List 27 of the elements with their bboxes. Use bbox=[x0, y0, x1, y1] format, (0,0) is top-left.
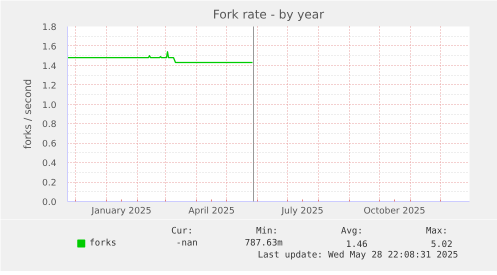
text: Cur: bbox=[171, 226, 193, 236]
text: Last update: Wed May 28 22:08:31 2025 bbox=[258, 250, 458, 260]
line-series bbox=[68, 51, 254, 64]
y-tick-label: 0.2 bbox=[42, 178, 57, 189]
y-tick-label: 1.0 bbox=[42, 100, 57, 111]
y-tick-label: 1.6 bbox=[42, 42, 57, 52]
y-tick-label: 1.2 bbox=[42, 81, 57, 92]
text: Min: bbox=[256, 226, 278, 236]
text: 5.02 bbox=[430, 240, 453, 250]
y-tick-label: 0.4 bbox=[42, 159, 57, 170]
text: 787.63m bbox=[244, 238, 283, 248]
x-tick-label: October 2025 bbox=[364, 206, 426, 216]
x-tick-label: July 2025 bbox=[280, 206, 324, 216]
y-tick-label: 0.6 bbox=[42, 140, 57, 150]
x-tick-label: January 2025 bbox=[90, 206, 152, 216]
chart-title: Fork rate - by year bbox=[212, 8, 324, 22]
text: Max: bbox=[426, 226, 448, 236]
y-tick-label: 1.8 bbox=[42, 23, 57, 33]
legend-label: forks bbox=[89, 238, 116, 248]
y-tick-label: 0.8 bbox=[42, 120, 57, 130]
text: Avg: bbox=[341, 226, 363, 236]
y-tick-label: 1.4 bbox=[42, 62, 57, 72]
y-axis-title: forks / second bbox=[23, 78, 34, 150]
x-tick-label: April 2025 bbox=[188, 206, 235, 216]
y-tick-label: 0.0 bbox=[42, 198, 57, 208]
text: -nan bbox=[176, 238, 198, 248]
text: 1.46 bbox=[346, 240, 368, 250]
